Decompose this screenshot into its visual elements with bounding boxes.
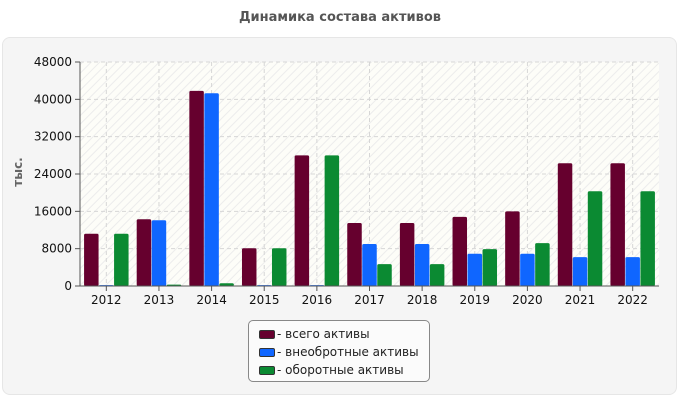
y-axis-label: тыс.: [11, 157, 25, 186]
x-tick-label: 2017: [354, 293, 385, 307]
x-tick-label: 2014: [196, 293, 227, 307]
y-tick-label: 48000: [34, 55, 72, 69]
bar-2018-0: [399, 223, 415, 286]
y-tick-label: 8000: [41, 242, 72, 256]
bar-2012-2: [114, 233, 129, 286]
x-tick-label: 2013: [144, 293, 175, 307]
x-tick-label: 2020: [512, 293, 543, 307]
chart-title: Динамика состава активов: [238, 10, 442, 25]
bar-2014-2: [219, 283, 234, 286]
legend-swatch-current-assets: [259, 365, 275, 375]
bar-2022-2: [640, 191, 655, 286]
y-tick-label: 32000: [34, 130, 72, 144]
bar-2018-2: [429, 264, 445, 286]
x-tick-label: 2019: [459, 293, 490, 307]
bar-2015-0: [241, 248, 257, 286]
bar-2019-0: [452, 216, 468, 286]
axes: [75, 61, 659, 291]
bar-2014-0: [189, 90, 204, 286]
bar-2014-1: [204, 93, 219, 287]
bar-2020-1: [520, 253, 535, 286]
bar-2021-2: [587, 191, 603, 286]
legend-swatch-noncurrent-assets: [259, 347, 275, 357]
bar-2017-0: [347, 223, 362, 286]
bar-2019-1: [467, 253, 483, 286]
legend-item-noncurrent-assets: - внеобротные активы: [259, 343, 429, 361]
tick-labels: 0 8000 16000 24000 32000 40000 48000 2012 2013 20…: [34, 55, 648, 307]
bar-2018-1: [414, 244, 430, 286]
legend-item-current-assets: - оборотные активы: [259, 361, 429, 379]
bar-2022-1: [625, 257, 640, 286]
bar-2019-2: [482, 249, 498, 286]
legend-swatch-total-assets: [259, 329, 275, 339]
bar-2017-1: [362, 244, 377, 286]
x-tick-label: 2022: [617, 293, 648, 307]
bar-2021-0: [557, 163, 573, 286]
x-tick-label: 2016: [302, 293, 333, 307]
y-tick-label: 16000: [34, 204, 72, 218]
bar-2016-2: [324, 155, 340, 286]
legend-label-total-assets: - всего активы: [277, 327, 370, 341]
legend-label-noncurrent-assets: - внеобротные активы: [277, 345, 419, 359]
bar-2013-1: [151, 220, 167, 286]
bar-2015-2: [271, 248, 287, 286]
bar-2022-0: [610, 163, 625, 286]
x-tick-label: 2018: [407, 293, 438, 307]
x-tick-label: 2021: [565, 293, 596, 307]
bar-2020-2: [535, 243, 550, 286]
legend: - всего активы - внеобротные активы - об…: [248, 320, 430, 382]
x-tick-label: 2012: [91, 293, 122, 307]
legend-item-total-assets: - всего активы: [259, 325, 429, 343]
y-tick-label: 24000: [34, 167, 72, 181]
y-tick-label: 40000: [34, 92, 72, 106]
bar-2013-0: [136, 219, 152, 286]
y-tick-label: 0: [64, 279, 72, 293]
bar-2016-0: [294, 155, 310, 286]
bar-2012-0: [84, 233, 99, 286]
bar-2020-0: [505, 211, 520, 286]
bars: [84, 90, 655, 287]
x-tick-label: 2015: [249, 293, 280, 307]
legend-label-current-assets: - оборотные активы: [277, 363, 404, 377]
bar-2021-1: [572, 257, 588, 286]
bar-2017-2: [377, 264, 392, 286]
